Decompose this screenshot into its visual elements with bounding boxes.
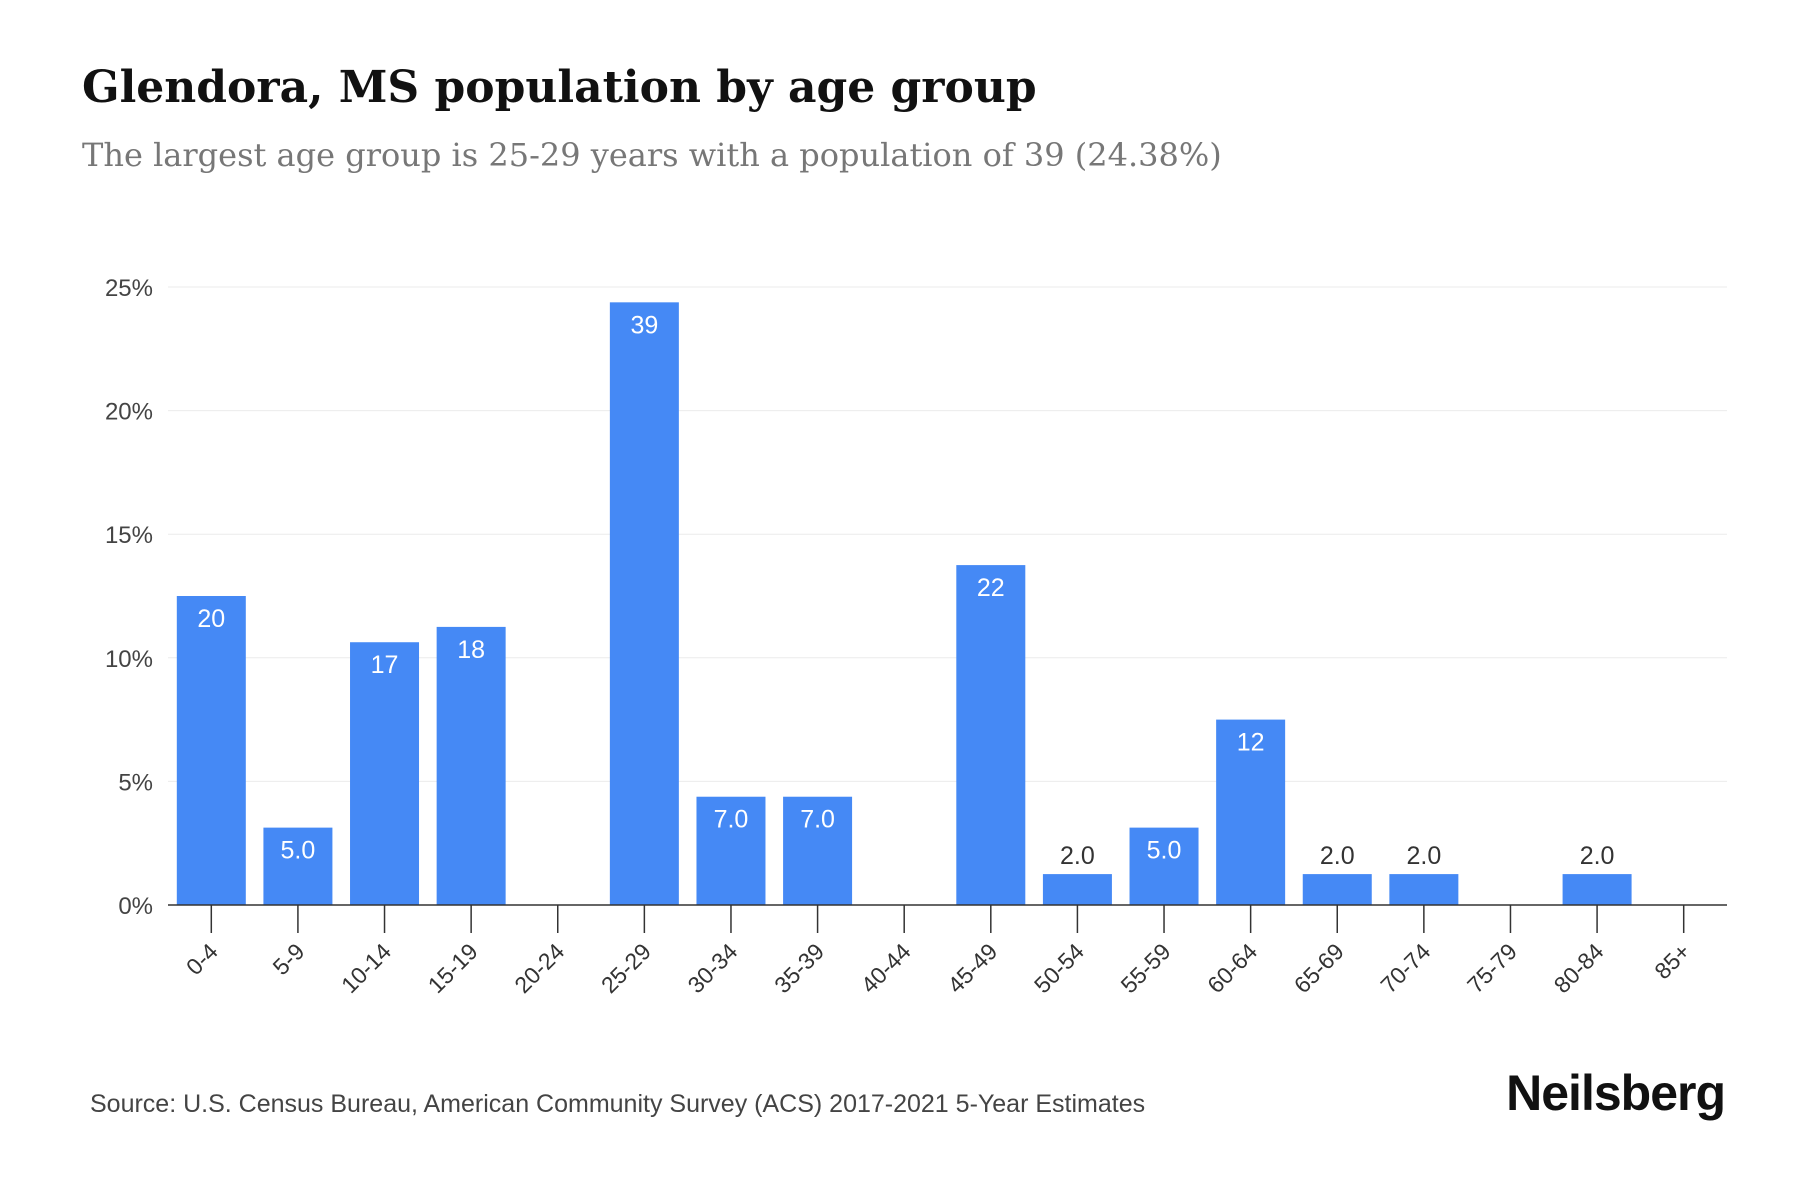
x-tick-label: 55-59	[1116, 938, 1176, 998]
x-tick-label: 30-34	[683, 938, 743, 998]
x-tick-label: 25-29	[596, 938, 656, 998]
x-tick-label: 15-19	[423, 938, 483, 998]
x-tick-label: 10-14	[336, 938, 396, 998]
data-label: 39	[630, 311, 658, 339]
bar-50-54	[1042, 874, 1112, 905]
x-tick-label: 0-4	[181, 938, 223, 980]
y-tick-label: 15%	[105, 522, 153, 549]
y-tick-label: 25%	[105, 275, 153, 302]
chart-subtitle: The largest age group is 25-29 years wit…	[82, 136, 1222, 174]
data-label: 2.0	[1320, 842, 1355, 870]
bar-60-64	[1216, 719, 1286, 905]
data-label: 20	[197, 605, 225, 633]
bar-70-74	[1389, 874, 1459, 905]
x-tick-label: 20-24	[509, 938, 569, 998]
y-tick-label: 10%	[105, 646, 153, 673]
bar-80-84	[1562, 874, 1632, 905]
data-label: 12	[1237, 729, 1265, 757]
x-tick-label: 70-74	[1375, 938, 1435, 998]
data-label: 22	[977, 574, 1005, 602]
bar-chart: 0% 5% 10% 15% 20% 25% 0-4 20 5-9 5.0 10-14 17 15-19 1…	[105, 275, 1727, 998]
bar-35-39	[783, 796, 853, 905]
source-note: Source: U.S. Census Bureau, American Com…	[90, 1090, 1146, 1118]
x-tick-label: 85+	[1649, 938, 1695, 984]
bar-45-49	[956, 565, 1026, 905]
x-tick-label: 50-54	[1029, 938, 1089, 998]
data-label: 5.0	[281, 837, 316, 865]
bar-55-59	[1129, 827, 1199, 905]
bar-25-29	[609, 302, 679, 905]
x-tick-label: 75-79	[1462, 938, 1522, 998]
data-label: 7.0	[714, 806, 749, 834]
bar-30-34	[696, 796, 766, 905]
x-tick-label: 60-64	[1202, 938, 1262, 998]
bar-5-9	[263, 827, 333, 905]
bar-10-14	[350, 642, 420, 905]
data-label: 2.0	[1060, 842, 1095, 870]
data-label: 5.0	[1147, 837, 1182, 865]
x-tick-label: 65-69	[1289, 938, 1349, 998]
chart-title: Glendora, MS population by age group	[82, 62, 1037, 113]
data-label: 2.0	[1580, 842, 1615, 870]
y-tick-label: 5%	[118, 769, 153, 796]
bar-65-69	[1302, 874, 1372, 905]
x-tick-label: 45-49	[942, 938, 1002, 998]
bar-15-19	[436, 626, 506, 905]
y-tick-label: 0%	[118, 893, 153, 920]
data-label: 18	[457, 636, 485, 664]
x-tick-label: 35-39	[769, 938, 829, 998]
x-tick-label: 40-44	[856, 938, 916, 998]
data-label: 17	[371, 651, 399, 679]
bar-0-4	[176, 596, 246, 905]
x-tick-label: 5-9	[268, 938, 310, 980]
data-label: 7.0	[800, 806, 835, 834]
brand-logo: Neilsberg	[1506, 1065, 1726, 1121]
data-label: 2.0	[1406, 842, 1441, 870]
x-tick-label: 80-84	[1549, 938, 1609, 998]
y-tick-label: 20%	[105, 399, 153, 426]
